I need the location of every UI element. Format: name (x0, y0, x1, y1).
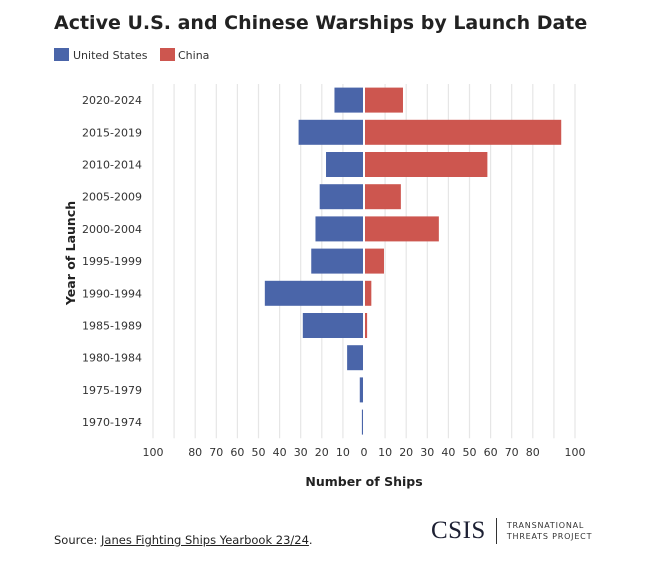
bar-china-1985-1989 (365, 313, 368, 338)
legend-label-us: United States (73, 49, 148, 62)
x-tick-label: 40 (441, 446, 455, 459)
bar-us-1990-1994 (264, 280, 363, 306)
source-note: Source: Janes Fighting Ships Yearbook 23… (54, 533, 313, 547)
legend-label-china: China (178, 49, 209, 62)
x-tick-label: 60 (230, 446, 244, 459)
y-tick-label: 1990-1994 (82, 287, 142, 300)
source-prefix: Source: (54, 533, 102, 547)
legend: United States China (54, 48, 209, 62)
y-tick-label: 2000-2004 (82, 223, 142, 236)
logo-subtitle: TRANSNATIONAL THREATS PROJECT (507, 520, 592, 542)
y-tick-label: 2020-2024 (82, 94, 142, 107)
x-tick-label: 100 (565, 446, 586, 459)
source-link[interactable]: Janes Fighting Ships Yearbook 23/24 (101, 533, 309, 547)
y-tick-label: 2010-2014 (82, 159, 142, 172)
y-tick-label: 1975-1979 (82, 384, 142, 397)
bar-us-1970-1974 (361, 409, 363, 435)
x-tick-label: 70 (505, 446, 519, 459)
y-tick-label: 1970-1974 (82, 416, 142, 429)
y-tick-label: 1985-1989 (82, 320, 142, 333)
y-tick-label: 2005-2009 (82, 191, 142, 204)
legend-swatch-china (160, 48, 175, 61)
bar-us-1975-1979 (359, 377, 363, 403)
x-tick-label: 100 (143, 446, 164, 459)
logo-text: CSIS (431, 517, 486, 544)
x-tick-label: 80 (188, 446, 202, 459)
y-tick-label: 1995-1999 (82, 255, 142, 268)
x-tick-labels: 100 80 70 60 50 40 30 20 10 0 10 20 30 40 50 60 70 80 100 (143, 446, 586, 459)
bar-china-2015-2019 (365, 119, 562, 145)
csis-logo: CSIS TRANSNATIONAL THREATS PROJECT (431, 517, 592, 545)
y-tick-label: 1980-1984 (82, 352, 142, 365)
x-tick-label: 30 (294, 446, 308, 459)
bar-us-2020-2024 (334, 87, 363, 113)
bar-us-2000-2004 (315, 216, 363, 242)
bar-china-2005-2009 (365, 184, 401, 210)
bar-us-2010-2014 (326, 152, 363, 177)
x-tick-label: 10 (378, 446, 392, 459)
logo-divider (495, 518, 497, 544)
bar-us-1995-1999 (311, 248, 363, 274)
x-tick-label: 10 (336, 446, 350, 459)
legend-swatch-us (54, 48, 69, 61)
bar-china-2020-2024 (365, 87, 403, 113)
x-tick-label: 50 (463, 446, 477, 459)
x-tick-label: 60 (484, 446, 498, 459)
bars (264, 87, 562, 435)
y-tick-label: 2015-2019 (82, 126, 142, 139)
source-suffix: . (308, 533, 313, 547)
bar-us-1980-1984 (347, 345, 363, 371)
y-tick-labels: 2020-2024 2015-2019 2010-2014 2005-2009 2000… (82, 94, 142, 429)
bar-us-2015-2019 (298, 119, 363, 145)
x-axis-title: Number of Ships (305, 474, 422, 489)
bar-china-1995-1999 (365, 248, 384, 274)
bar-china-2000-2004 (365, 216, 439, 242)
bar-china-1990-1994 (365, 280, 372, 306)
x-tick-label: 50 (252, 446, 266, 459)
x-tick-label: 40 (273, 446, 287, 459)
logo-sub-2: THREATS PROJECT (506, 532, 593, 541)
bar-us-2005-2009 (319, 184, 363, 210)
x-tick-label: 20 (315, 446, 329, 459)
x-tick-label: 0 (361, 446, 368, 459)
x-tick-label: 30 (420, 446, 434, 459)
x-tick-label: 70 (209, 446, 223, 459)
logo-sub-1: TRANSNATIONAL (506, 521, 585, 530)
x-tick-label: 20 (399, 446, 413, 459)
y-axis-title: Year of Launch (63, 201, 78, 306)
chart-title: Active U.S. and Chinese Warships by Laun… (54, 12, 587, 34)
bar-china-2010-2014 (365, 152, 488, 177)
x-tick-label: 80 (526, 446, 540, 459)
bar-us-1985-1989 (302, 313, 363, 338)
